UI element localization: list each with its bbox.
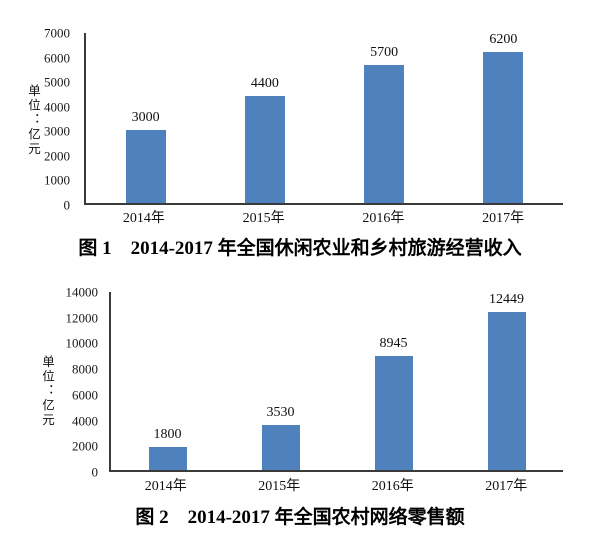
- bar-value-label: 12449: [489, 291, 524, 307]
- bar-2017年: [487, 311, 526, 470]
- bar-value-label: 1800: [153, 427, 182, 443]
- x-axis-tick-labels: 2014年 2015年 2016年 2017年: [84, 211, 563, 227]
- y-tick-label: 2000: [72, 438, 98, 454]
- x-tick-label: 2016年: [362, 211, 405, 226]
- bar-2016年: [374, 356, 413, 470]
- bar-value-label: 6200: [489, 32, 518, 48]
- x-tick-label: 2015年: [242, 211, 285, 226]
- y-tick-label: 5000: [44, 74, 70, 90]
- bar-2014年: [148, 447, 187, 470]
- y-tick-label: 1000: [44, 172, 70, 188]
- figure-2: 单位：亿元 0 2000 4000 6000 8000 10000 12000 14000 1…: [0, 262, 600, 546]
- x-tick-label: 2014年: [122, 211, 165, 226]
- bar-2015年: [261, 425, 300, 470]
- y-tick-label: 10000: [65, 335, 99, 351]
- bar-slot: 5700: [325, 33, 444, 203]
- bar-2015年: [244, 96, 285, 203]
- y-tick-label: 3000: [44, 123, 70, 139]
- bar-slot: 3000: [86, 33, 205, 203]
- y-tick-label: 4000: [44, 99, 70, 115]
- y-tick-label: 4000: [72, 413, 98, 429]
- x-axis-tick-labels: 2014年 2015年 2016年 2017年: [109, 479, 563, 495]
- x-tick-label: 2016年: [371, 479, 414, 494]
- bar-value-label: 3530: [266, 405, 295, 421]
- bar-value-label: 5700: [370, 44, 399, 60]
- y-tick-label: 7000: [44, 25, 70, 41]
- figure-1: 单位：亿元 0 1000 2000 3000 4000 5000 6000 7000 3000…: [0, 0, 600, 262]
- bar-2017年: [483, 52, 524, 203]
- y-tick-label: 8000: [72, 361, 98, 377]
- y-tick-label: 14000: [65, 284, 99, 300]
- x-tick-label: 2017年: [482, 211, 525, 226]
- bar-slot: 1800: [111, 292, 224, 470]
- figure-2-caption: 图 2 2014-2017 年全国农村网络零售额: [135, 507, 465, 528]
- y-axis-tick-labels: 0 2000 4000 6000 8000 10000 12000 14000: [0, 286, 99, 479]
- y-axis-unit-label: 单位：亿元: [40, 355, 54, 428]
- y-tick-label: 2000: [44, 148, 70, 164]
- y-tick-label: 0: [63, 197, 71, 213]
- x-tick-label: 2014年: [144, 479, 187, 494]
- bar-slot: 8945: [337, 292, 450, 470]
- chart-plot-area: 3000 4400 5700 6200: [84, 33, 563, 205]
- bar-value-label: 4400: [250, 76, 279, 92]
- x-tick-label: 2015年: [258, 479, 301, 494]
- figure-1-caption: 图 1 2014-2017 年全国休闲农业和乡村旅游经营收入: [78, 238, 522, 259]
- x-tick-label: 2017年: [485, 479, 528, 494]
- y-axis-unit-label: 单位：亿元: [26, 84, 40, 157]
- chart-plot-area: 1800 3530 8945 12449: [109, 292, 563, 472]
- bar-slot: 3530: [224, 292, 337, 470]
- y-tick-label: 6000: [44, 50, 70, 66]
- bar-2016年: [364, 64, 405, 203]
- y-tick-label: 0: [91, 464, 99, 480]
- bar-slot: 6200: [444, 33, 563, 203]
- y-tick-label: 12000: [65, 310, 99, 326]
- bar-slot: 12449: [450, 292, 563, 470]
- y-tick-label: 6000: [72, 387, 98, 403]
- y-axis-tick-labels: 0 1000 2000 3000 4000 5000 6000 7000: [0, 27, 70, 212]
- bar-slot: 4400: [205, 33, 324, 203]
- bar-value-label: 3000: [131, 110, 160, 126]
- bar-2014年: [125, 130, 166, 203]
- bar-value-label: 8945: [379, 336, 408, 352]
